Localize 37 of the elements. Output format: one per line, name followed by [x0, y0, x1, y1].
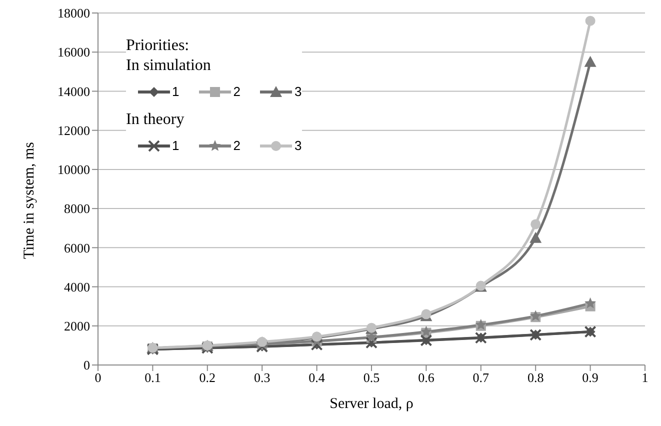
x-tick-label: 0.8	[527, 370, 544, 386]
point	[584, 297, 596, 308]
x-axis-title: Server load, ρ	[330, 396, 414, 412]
y-tick-label: 0	[84, 358, 90, 373]
x-tick-label: 0.3	[254, 370, 270, 386]
point	[530, 219, 541, 230]
point	[530, 232, 542, 243]
y-tick-label: 18000	[58, 6, 90, 21]
x-tick-label: 0.1	[144, 370, 161, 386]
y-tick-label: 10000	[58, 162, 90, 178]
point	[584, 56, 596, 67]
x-tick-label: 0.5	[363, 370, 380, 386]
y-tick-label: 14000	[58, 84, 90, 99]
y-tick-label: 8000	[64, 201, 90, 216]
x-tick-label: 0	[94, 370, 102, 386]
annotation: In theory	[126, 110, 186, 130]
y-tick-label: 12000	[58, 122, 90, 138]
x-tick-label: 1	[642, 370, 648, 386]
legend-label: 1	[172, 83, 180, 101]
legend-label: 3	[294, 83, 302, 101]
legend-label: 2	[233, 137, 240, 155]
x-tick-label: 0.6	[418, 370, 435, 386]
x-tick-label: 0.9	[582, 370, 598, 386]
x-tick-label: 0.7	[472, 370, 490, 386]
y-axis-title: Time in system, ms	[21, 142, 38, 259]
y-tick-label: 16000	[58, 44, 90, 60]
x-tick-label: 0.4	[308, 370, 326, 386]
x-tick-label: 0.2	[199, 370, 216, 386]
y-tick-label: 2000	[64, 318, 90, 334]
legend-label: 1	[172, 137, 180, 155]
point	[585, 16, 596, 26]
y-tick-label: 4000	[64, 279, 90, 294]
legend-title: Priorities:	[126, 36, 190, 56]
legend-label: 2	[233, 83, 240, 101]
legend-label: 3	[294, 137, 302, 155]
y-tick-label: 6000	[64, 240, 90, 256]
annotation: In simulation	[126, 56, 212, 76]
